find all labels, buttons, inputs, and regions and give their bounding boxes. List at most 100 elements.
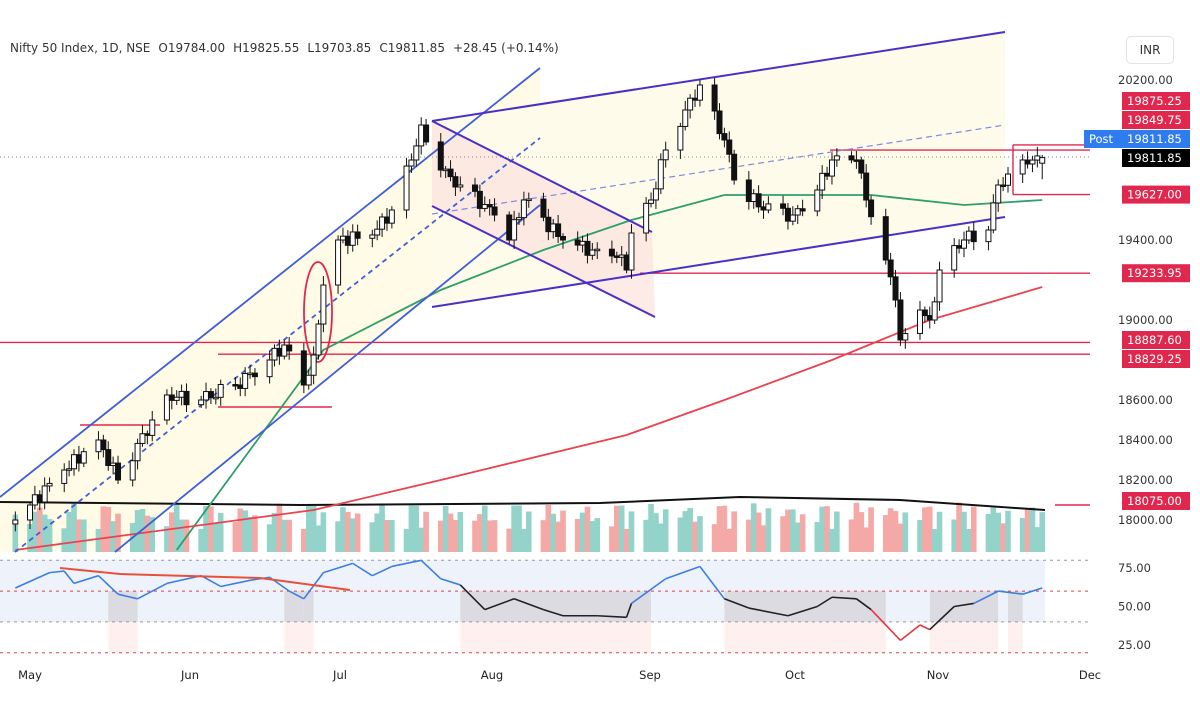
candle	[506, 211, 513, 244]
candle	[1005, 167, 1011, 193]
price-label: 18887.60	[1127, 333, 1182, 347]
candle-body	[476, 190, 483, 209]
candle	[916, 301, 923, 340]
candle-body	[486, 204, 493, 208]
candle-body	[716, 110, 723, 135]
ascending-channel[interactable]	[0, 67, 541, 553]
candle-body	[985, 229, 992, 243]
channel-mid-line[interactable]	[14, 137, 541, 553]
candle-body	[863, 172, 870, 201]
rsi-segment	[323, 562, 353, 574]
volume-bar	[369, 522, 376, 552]
candle-body	[550, 223, 557, 233]
candle-body	[511, 219, 518, 241]
candle	[242, 367, 249, 397]
candle	[516, 212, 522, 225]
volume-bar	[1024, 508, 1031, 552]
candle	[388, 206, 395, 229]
volume-bar	[687, 507, 693, 552]
volume-bar	[491, 520, 498, 552]
candle-body	[266, 359, 273, 378]
rsi-shade	[724, 621, 886, 653]
volume-bar	[966, 528, 972, 552]
rsi-segment	[899, 624, 921, 642]
rising-channel[interactable]	[431, 31, 1006, 318]
highlight-ellipse[interactable]	[303, 261, 333, 363]
currency-button[interactable]: INR	[1126, 36, 1174, 64]
candle-body	[995, 184, 1002, 204]
candle-body	[555, 223, 562, 237]
volume-bar	[511, 505, 517, 552]
volume-bar	[995, 512, 1002, 552]
candle-body	[75, 454, 82, 464]
candle	[173, 390, 180, 405]
volume-bar	[834, 511, 840, 552]
rsi-segment	[855, 598, 872, 611]
volume-bar	[628, 511, 635, 552]
candle-body	[66, 468, 73, 471]
price-tick: 18600.00	[1118, 393, 1173, 407]
candle-body	[657, 159, 664, 190]
ohlc-high: H19825.55	[233, 41, 300, 55]
volume-group	[12, 502, 1046, 552]
candle	[374, 220, 381, 241]
price-tick: 19400.00	[1118, 233, 1173, 247]
rsi-segment	[117, 593, 138, 600]
month-label: Nov	[927, 668, 950, 682]
volume-bar	[780, 516, 786, 552]
volume-bar	[814, 522, 821, 552]
channel-lower-line[interactable]	[114, 204, 541, 553]
rsi-divergence-line[interactable]	[59, 567, 351, 591]
candle-body	[696, 84, 703, 101]
flag-lower-line[interactable]	[431, 205, 656, 318]
candle	[814, 184, 821, 217]
volume-bar	[525, 511, 532, 552]
rsi-segment	[973, 590, 999, 605]
volume-bar	[437, 520, 444, 552]
volume-bar	[442, 505, 449, 552]
candle	[354, 224, 361, 246]
candle-body	[926, 315, 933, 321]
rising-mid-line[interactable]	[431, 124, 1006, 215]
rising-lower-line[interactable]	[431, 216, 1006, 308]
volume-bar	[354, 513, 361, 552]
volume-bar	[252, 515, 258, 552]
volume-bar	[286, 519, 292, 552]
candle-body	[198, 399, 205, 406]
rising-upper-line[interactable]	[431, 31, 1006, 122]
volume-bar	[477, 514, 483, 552]
candle	[902, 328, 909, 349]
candle	[990, 194, 997, 234]
flag-upper-line[interactable]	[431, 120, 653, 233]
volume-bar	[506, 528, 513, 552]
candle-body	[247, 372, 254, 376]
volume-bar	[692, 521, 698, 552]
candle	[970, 222, 977, 251]
post-label-bg	[1084, 130, 1190, 148]
volume-bar	[335, 521, 341, 552]
candle-body	[212, 396, 219, 400]
candle	[623, 251, 630, 274]
price-label: 19849.75	[1127, 113, 1182, 127]
price-tick: 19000.00	[1118, 313, 1173, 327]
volume-bar	[418, 527, 424, 552]
candle-body	[589, 249, 596, 256]
rsi-segment	[73, 574, 99, 585]
candle	[682, 101, 689, 131]
channel-upper-line[interactable]	[0, 67, 541, 498]
rsi-segment	[954, 602, 974, 608]
candle	[662, 141, 669, 168]
volume-bar	[301, 528, 307, 552]
volume-bar	[46, 519, 53, 552]
candle	[696, 79, 703, 107]
volume-bar	[623, 528, 630, 552]
month-label: Jun	[180, 668, 199, 682]
candle-body	[755, 193, 762, 208]
symbol-legend: Nifty 50 Index, 1D, NSE O19784.00 H19825.5…	[10, 41, 567, 55]
volume-bar	[80, 519, 87, 552]
candle-body	[711, 84, 718, 112]
candle	[413, 138, 420, 167]
volume-bar	[12, 514, 19, 552]
rsi-segment	[513, 598, 544, 611]
